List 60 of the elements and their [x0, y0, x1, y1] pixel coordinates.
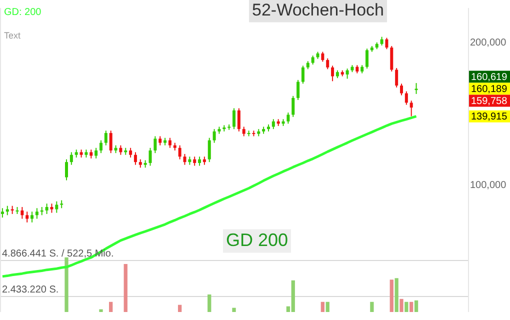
text: 160,619	[471, 72, 508, 83]
annotation: GD 200	[226, 230, 288, 250]
candlestick	[395, 68, 398, 88]
candlestick	[292, 95, 295, 118]
candlestick	[400, 83, 403, 96]
candlestick	[154, 136, 157, 154]
candlestick	[232, 108, 236, 130]
candlestick	[326, 58, 330, 70]
candlestick	[94, 147, 98, 159]
candlestick	[148, 147, 152, 166]
candlestick	[70, 152, 73, 166]
candlestick	[134, 152, 137, 166]
candlestick	[26, 211, 29, 223]
candlestick	[296, 79, 300, 100]
candlestick	[301, 65, 304, 84]
candlestick	[129, 147, 132, 158]
candlestick	[30, 211, 34, 223]
y2-tick-label: 2.433.220	[2, 284, 47, 296]
candlestick	[208, 137, 211, 163]
candlestick	[65, 158, 68, 181]
y-tick-label: 200,000	[470, 38, 507, 49]
candlestick	[0, 208, 4, 218]
candlestick	[272, 118, 275, 130]
candlestick	[20, 206, 24, 220]
candlestick	[286, 112, 290, 124]
candlestick	[385, 37, 388, 50]
text: 160,189	[471, 84, 508, 95]
candlestick	[237, 108, 240, 132]
text: GD: 200	[4, 6, 42, 18]
candlestick	[119, 144, 122, 156]
text: 139,915	[471, 112, 508, 123]
candlestick	[346, 68, 349, 80]
y2-tick-label: 4.866.441	[2, 248, 47, 260]
candlestick	[45, 203, 48, 214]
candlestick	[404, 90, 408, 106]
candlestick	[198, 156, 202, 166]
candlestick	[410, 100, 413, 117]
candlestick	[55, 200, 58, 214]
candlestick	[99, 140, 102, 154]
candlestick	[390, 45, 394, 72]
text: S.	[49, 248, 59, 260]
candlestick	[178, 144, 182, 160]
candlestick	[212, 128, 216, 144]
y2-axis-title: S.	[49, 284, 59, 296]
candlestick	[321, 51, 324, 62]
candlestick	[331, 65, 334, 82]
annotation: 52-Wochen-Hoch	[252, 0, 384, 20]
candlestick	[183, 153, 186, 166]
candlestick	[104, 130, 108, 146]
candlestick	[242, 126, 246, 137]
candlestick	[366, 48, 369, 70]
candlestick	[193, 156, 196, 166]
candlestick	[158, 136, 162, 146]
candlestick	[109, 130, 112, 154]
candlestick	[50, 203, 54, 214]
annotation: Text	[4, 30, 22, 40]
candlestick	[35, 208, 38, 220]
y-tick-label: 100,000	[470, 180, 507, 192]
text: 159,758	[471, 96, 508, 107]
candlestick	[168, 137, 172, 148]
